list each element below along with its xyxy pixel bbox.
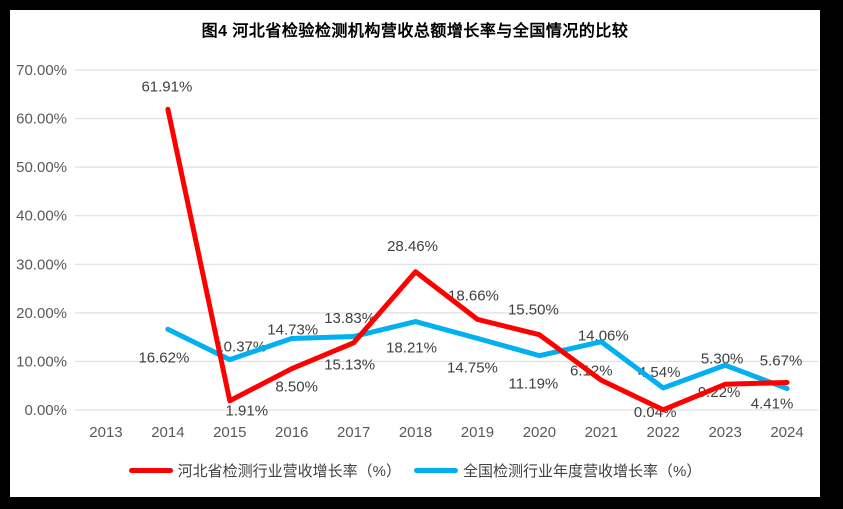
legend-item-national: 全国检测行业年度营收增长率（%） xyxy=(414,460,701,481)
data-label: 11.19% xyxy=(508,376,558,393)
data-label: 16.62% xyxy=(138,349,189,366)
x-axis-tick-label: 2020 xyxy=(523,424,556,441)
y-axis-tick-label: 30.00% xyxy=(16,256,67,273)
plot-area: 0.00% 10.00% 20.00% 30.00% 40.00% 50.00% 60.00… xyxy=(16,62,818,441)
x-axis-tick-label: 2022 xyxy=(647,424,680,441)
data-label: 13.83% xyxy=(324,310,375,327)
data-label: 10.37% xyxy=(215,339,266,356)
y-axis-tick-label: 70.00% xyxy=(16,62,67,79)
x-axis-tick-label: 2013 xyxy=(89,424,122,441)
x-axis-tick-label: 2019 xyxy=(461,424,494,441)
data-label: 5.30% xyxy=(701,350,744,367)
data-label: 1.91% xyxy=(226,403,269,420)
data-label: 15.13% xyxy=(324,357,375,374)
x-axis-tick-label: 2021 xyxy=(585,424,618,441)
data-label: 14.75% xyxy=(447,359,498,376)
y-axis-tick-label: 60.00% xyxy=(16,111,67,128)
national-series-line xyxy=(165,319,790,392)
y-axis-tick-label: 40.00% xyxy=(16,208,67,225)
data-label: 28.46% xyxy=(387,238,438,255)
x-axis-tick-label: 2018 xyxy=(399,424,432,441)
legend: 河北省检测行业营收增长率（%） 全国检测行业年度营收增长率（%） xyxy=(10,460,820,481)
legend-item-hebei: 河北省检测行业营收增长率（%） xyxy=(128,460,401,481)
y-axis-tick-label: 10.00% xyxy=(16,353,67,370)
hebei-line-swatch xyxy=(128,468,173,473)
hebei-series-line xyxy=(165,106,790,413)
x-axis-tick-label: 2015 xyxy=(213,424,246,441)
data-label: 4.41% xyxy=(751,396,794,413)
data-label: 18.66% xyxy=(448,287,499,304)
data-label: 14.06% xyxy=(578,328,629,345)
data-label: 14.73% xyxy=(267,321,318,338)
data-label: 5.67% xyxy=(760,352,803,369)
x-axis-tick-label: 2016 xyxy=(275,424,308,441)
x-axis-tick-label: 2024 xyxy=(770,424,803,441)
y-axis-tick-label: 0.00% xyxy=(24,402,67,419)
national-line-swatch xyxy=(414,468,458,473)
data-label: 8.50% xyxy=(275,379,318,396)
y-axis-tick-label: 50.00% xyxy=(16,159,67,176)
data-label: 61.91% xyxy=(141,78,192,95)
y-axis-tick-label: 20.00% xyxy=(16,305,67,322)
data-label: 18.21% xyxy=(386,340,437,357)
chart-title: 图4 河北省检验检测机构营收总额增长率与全国情况的比较 xyxy=(201,23,629,40)
x-axis-tick-label: 2014 xyxy=(151,424,184,441)
legend-label-hebei: 河北省检测行业营收增长率（%） xyxy=(177,463,401,480)
x-axis-tick-label: 2023 xyxy=(708,424,741,441)
legend-label-national: 全国检测行业年度营收增长率（%） xyxy=(463,463,702,480)
data-label: 15.50% xyxy=(508,302,559,319)
chart-canvas: 图4 河北省检验检测机构营收总额增长率与全国情况的比较 0.00% 10.00% 2… xyxy=(10,10,820,497)
x-axis-tick-label: 2017 xyxy=(337,424,370,441)
